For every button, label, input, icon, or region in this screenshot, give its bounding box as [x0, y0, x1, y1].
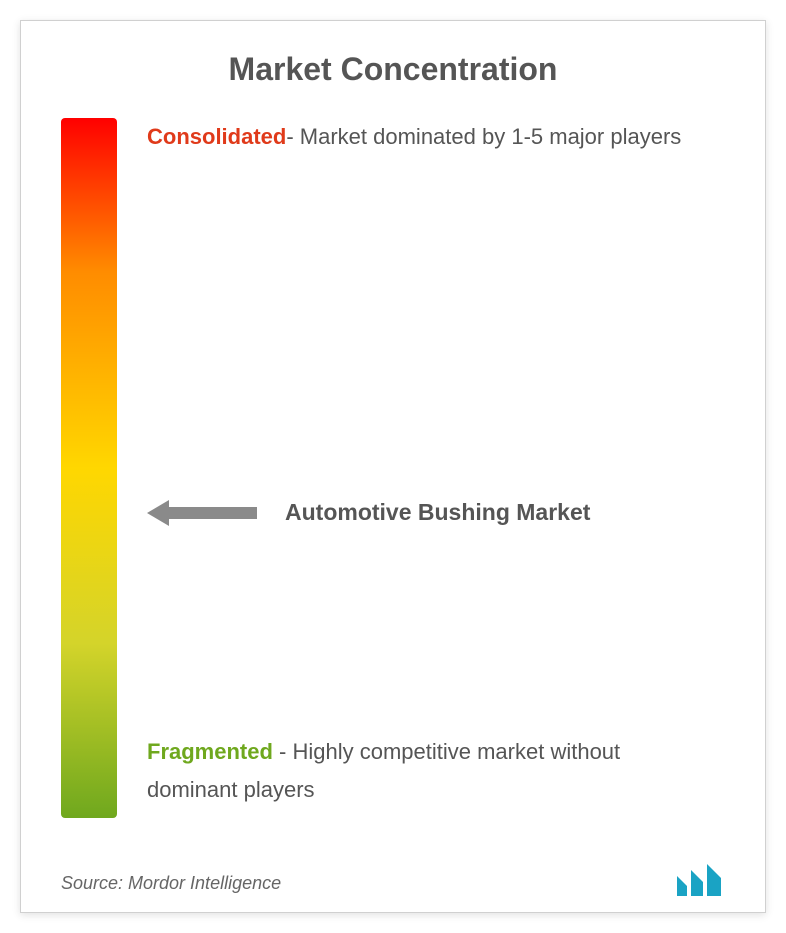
- marker-label: Automotive Bushing Market: [285, 499, 590, 526]
- brand-logo-icon: [675, 862, 731, 898]
- fragmented-lead: Fragmented: [147, 739, 273, 764]
- consolidated-text: Consolidated- Market dominated by 1-5 ma…: [147, 118, 715, 155]
- marker-row: Automotive Bushing Market: [147, 499, 715, 526]
- arrow-shaft: [167, 507, 257, 519]
- gradient-bar: [61, 118, 117, 818]
- source-footer: Source: Mordor Intelligence: [61, 873, 281, 894]
- annotations-column: Consolidated- Market dominated by 1-5 ma…: [117, 118, 725, 838]
- chart-content: Consolidated- Market dominated by 1-5 ma…: [61, 118, 725, 838]
- consolidated-rest: - Market dominated by 1-5 major players: [286, 124, 681, 149]
- concentration-card: Market Concentration Consolidated- Marke…: [20, 20, 766, 913]
- fragmented-text: Fragmented - Highly competitive market w…: [147, 733, 715, 808]
- arrow-left-icon: [147, 502, 257, 524]
- arrow-head: [147, 500, 169, 526]
- chart-title: Market Concentration: [61, 51, 725, 88]
- consolidated-lead: Consolidated: [147, 124, 286, 149]
